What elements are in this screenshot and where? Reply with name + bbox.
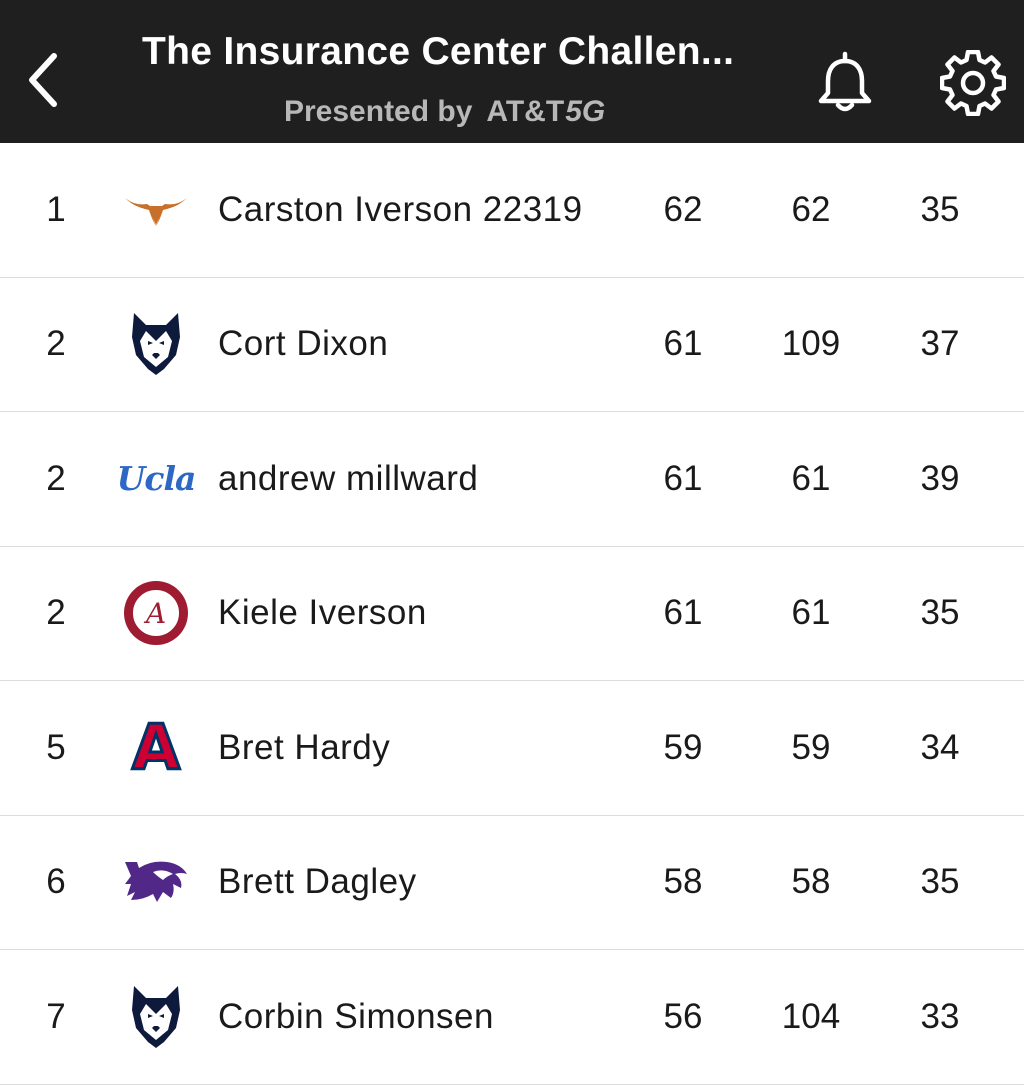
presented-by-label: Presented by <box>284 95 473 128</box>
rank: 2 <box>46 324 66 364</box>
bell-icon <box>818 51 872 112</box>
kansas-state-wildcats-logo <box>120 816 192 950</box>
stat-2: 62 <box>791 189 831 229</box>
player-name: Cort Dixon <box>218 324 389 364</box>
uconn-huskies-logo <box>120 950 192 1084</box>
stat-1: 58 <box>663 862 703 902</box>
notifications-button[interactable] <box>810 46 880 120</box>
stat-2: 61 <box>791 593 831 633</box>
alabama-logo-letter: A <box>145 596 167 630</box>
rank: 7 <box>46 996 66 1036</box>
stat-1: 59 <box>663 727 703 767</box>
stat-3: 39 <box>920 458 960 498</box>
stat-2: 109 <box>781 324 841 364</box>
player-name: andrew millward <box>218 458 479 498</box>
alabama-crimson-tide-logo: A <box>120 547 192 681</box>
stat-1: 61 <box>663 324 703 364</box>
player-name: Bret Hardy <box>218 727 391 767</box>
settings-button[interactable] <box>936 46 1010 120</box>
standings-row[interactable]: 2 A Kiele Iverson 61 61 35 <box>0 547 1024 681</box>
stat-2: 104 <box>781 996 841 1036</box>
stat-1: 61 <box>663 593 703 633</box>
stat-2: 61 <box>791 458 831 498</box>
stat-1: 61 <box>663 458 703 498</box>
standings-list: 1 Carston Iverson 22319 62 62 35 2 Cort … <box>0 143 1024 1085</box>
stat-3: 34 <box>920 727 960 767</box>
page-title: The Insurance Center Challen... <box>142 30 735 73</box>
player-name: Brett Dagley <box>218 862 417 902</box>
rank: 2 <box>46 458 66 498</box>
player-name: Kiele Iverson <box>218 593 427 633</box>
arizona-logo-letter: A <box>131 710 182 784</box>
standings-row[interactable]: 1 Carston Iverson 22319 62 62 35 <box>0 143 1024 278</box>
standings-row[interactable]: 2 Cort Dixon 61 109 37 <box>0 278 1024 412</box>
stat-1: 56 <box>663 996 703 1036</box>
gear-icon <box>940 50 1006 116</box>
standings-row[interactable]: 5 A Bret Hardy 59 59 34 <box>0 681 1024 816</box>
player-name: Carston Iverson 22319 <box>218 189 583 229</box>
stat-1: 62 <box>663 189 703 229</box>
sponsor-name: AT&T <box>486 95 565 128</box>
sponsor-5g: 5G <box>565 95 606 128</box>
stat-3: 35 <box>920 189 960 229</box>
rank: 1 <box>46 189 66 229</box>
back-button[interactable] <box>14 40 74 120</box>
stat-3: 37 <box>920 324 960 364</box>
standings-row[interactable]: 6 Brett Dagley 58 58 35 <box>0 816 1024 950</box>
rank: 6 <box>46 862 66 902</box>
app-header: The Insurance Center Challen... Presente… <box>0 0 1024 143</box>
sponsor-logo: AT&T5G <box>486 95 605 129</box>
rank: 5 <box>46 727 66 767</box>
stat-3: 35 <box>920 862 960 902</box>
texas-longhorns-logo <box>120 143 192 277</box>
stat-3: 33 <box>920 996 960 1036</box>
chevron-left-icon <box>29 53 57 107</box>
standings-row[interactable]: 2 Ucla andrew millward 61 61 39 <box>0 412 1024 547</box>
arizona-wildcats-logo: A <box>120 681 192 815</box>
ucla-logo: Ucla <box>117 412 197 546</box>
stat-2: 59 <box>791 727 831 767</box>
stat-2: 58 <box>791 862 831 902</box>
stat-3: 35 <box>920 593 960 633</box>
standings-row[interactable]: 7 Corbin Simonsen 56 104 33 <box>0 950 1024 1085</box>
uconn-huskies-logo <box>120 278 192 412</box>
ucla-logo-text: Ucla <box>116 459 197 499</box>
presented-by: Presented by AT&T5G <box>284 92 605 132</box>
player-name: Corbin Simonsen <box>218 996 494 1036</box>
rank: 2 <box>46 593 66 633</box>
